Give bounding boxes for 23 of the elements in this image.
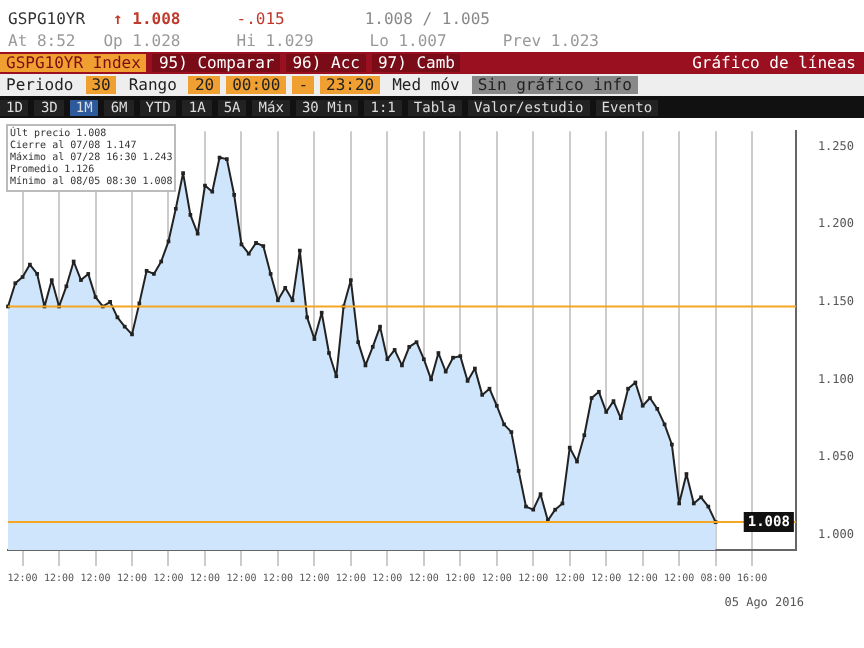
text: Rango xyxy=(126,76,179,94)
text: Prev 1.023 xyxy=(502,32,599,50)
text: 20 xyxy=(188,76,221,94)
text: - xyxy=(292,76,315,94)
text: Lo 1.007 xyxy=(369,32,447,50)
text: Hi 1.029 xyxy=(236,32,314,50)
text: 1.008 / 1.005 xyxy=(364,10,490,28)
text: 95) Comparar xyxy=(152,54,281,72)
text: Sin gráfico info xyxy=(471,76,638,94)
text: Op 1.028 xyxy=(103,32,181,50)
text: 00:00 xyxy=(226,76,287,94)
text: ↑ 1.008 xyxy=(113,10,181,28)
chart-title: GSPG10YR xyxy=(8,10,86,28)
text: GSPG10YR Index xyxy=(0,54,147,72)
text: 97) Camb xyxy=(371,54,461,72)
text: 96) Acc xyxy=(286,54,366,72)
text: 23:20 xyxy=(320,76,381,94)
text: 30 xyxy=(85,76,117,94)
text: At 8:52 xyxy=(8,32,76,50)
text: Med móv xyxy=(390,76,462,94)
text: Periodo xyxy=(4,76,76,94)
text: -.015 xyxy=(236,10,285,28)
chart-subtitle: Gráfico de líneas xyxy=(692,54,856,72)
